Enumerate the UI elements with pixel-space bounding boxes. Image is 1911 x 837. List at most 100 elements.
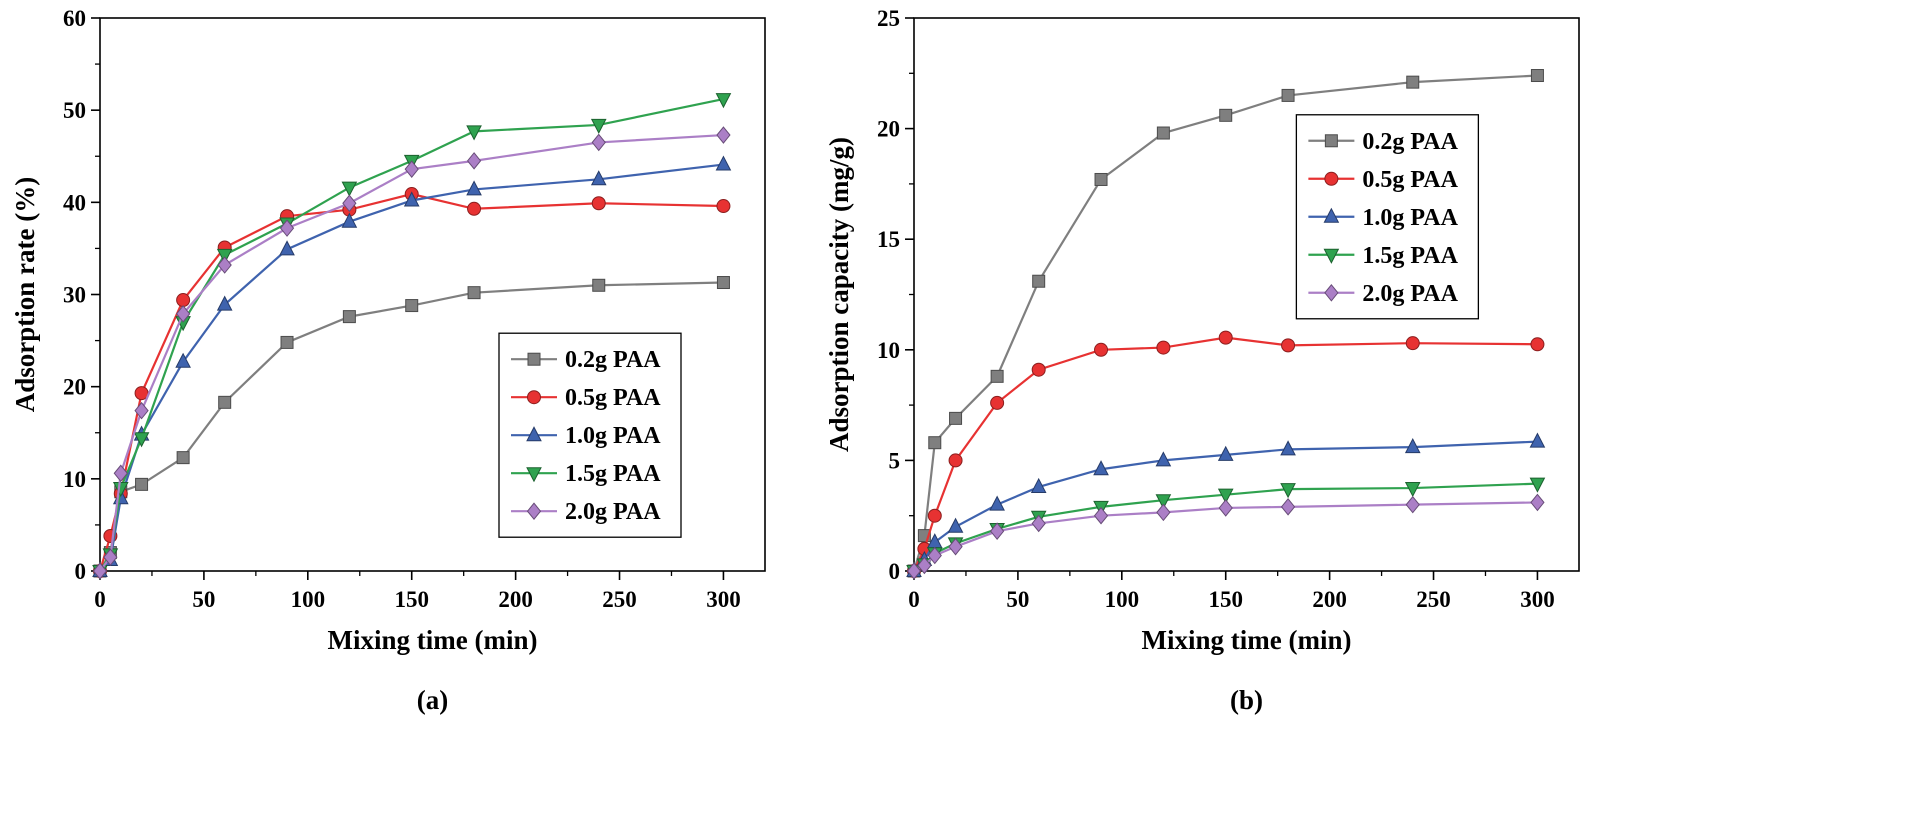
series-line [99, 133, 724, 572]
diamond-marker [917, 556, 932, 575]
triangle-up-marker [1323, 207, 1340, 223]
y-tick-label: 0 [889, 559, 901, 584]
triangle-down-marker [466, 125, 482, 141]
diamond-marker [1324, 283, 1339, 302]
legend-entry: 1.0g PAA [1308, 205, 1459, 231]
x-axis-title: Mixing time (min) [328, 625, 538, 655]
triangle-down-marker [1280, 483, 1296, 499]
x-tick-label: 150 [394, 587, 429, 612]
legend-label: 1.5g PAA [565, 461, 661, 487]
y-tick-label: 20 [63, 375, 86, 400]
circle-marker [927, 508, 942, 523]
triangle-down-marker [1217, 488, 1234, 504]
x-tick-label: 200 [1312, 587, 1347, 612]
chart-caption: (b) [1230, 685, 1263, 715]
triangle-down-marker [1529, 477, 1546, 493]
legend: 0.2g PAA 0.5g PAA 1.0g PAA 1.5g PAA 2.0g PAA [1295, 114, 1480, 320]
diamond-marker [134, 401, 149, 420]
adsorption-capacity-chart: 0 50 100 150 200 250 300 0 5 10 15 20 25 Mixing time … [824, 6, 1580, 715]
y-axis: 0 5 10 15 20 25 [877, 6, 914, 584]
y-tick-label: 0 [75, 559, 87, 584]
legend-entry: 0.2g PAA [511, 347, 661, 373]
legend-label: 2.0g PAA [1362, 281, 1458, 307]
y-axis-title: Adsorption capacity (mg/g) [824, 137, 854, 452]
triangle-down-marker [715, 93, 732, 109]
diamond-marker [906, 562, 922, 580]
figure-row: 0 50 100 150 200 250 300 0 10 20 30 40 50 60 Mixing ti… [10, 4, 1608, 724]
x-tick-label: 300 [706, 587, 741, 612]
diamond-marker [591, 133, 606, 152]
diamond-marker [103, 548, 118, 566]
diamond-marker [948, 537, 963, 556]
x-tick-label: 50 [1006, 587, 1029, 612]
triangle-up-marker [1030, 477, 1047, 493]
legend-entry: 1.5g PAA [511, 461, 661, 487]
legend-label: 1.0g PAA [1362, 205, 1458, 231]
triangle-up-marker [1280, 440, 1296, 456]
diamond-marker [716, 126, 731, 144]
circle-marker [990, 395, 1005, 410]
legend-label: 1.0g PAA [565, 423, 661, 449]
x-tick-label: 50 [192, 587, 215, 612]
chart-panel-b: 0 50 100 150 200 250 300 0 5 10 15 20 25 Mixing time … [818, 4, 1608, 724]
y-tick-label: 5 [889, 448, 901, 473]
circle-marker [527, 390, 541, 405]
legend-entry: 2.0g PAA [1308, 281, 1459, 307]
triangle-up-marker [1529, 432, 1546, 448]
diamond-marker [466, 152, 482, 170]
series-line [912, 74, 1538, 572]
y-tick-label: 40 [63, 190, 86, 215]
triangle-up-marker [715, 155, 732, 171]
x-tick-label: 200 [498, 587, 533, 612]
circle-marker [1094, 342, 1109, 357]
triangle-down-marker [1323, 248, 1340, 264]
square-marker [135, 477, 149, 491]
triangle-up-marker [1404, 438, 1421, 454]
chart-caption: (a) [417, 685, 448, 715]
triangle-up-marker [1093, 460, 1109, 476]
diamond-marker [404, 160, 419, 178]
square-marker [716, 276, 730, 290]
square-marker [176, 451, 190, 465]
series-2.0g-paa [906, 493, 1545, 580]
y-tick-label: 10 [63, 467, 86, 492]
y-tick-label: 25 [877, 6, 900, 31]
x-axis-title: Mixing time (min) [1142, 625, 1352, 655]
circle-marker [1218, 330, 1233, 345]
diamond-marker [113, 464, 128, 483]
square-marker [592, 278, 606, 292]
triangle-down-marker [341, 181, 358, 197]
legend-label: 0.5g PAA [565, 385, 661, 411]
series-line [99, 98, 724, 572]
plot-frame [913, 17, 1580, 572]
circle-marker [1405, 336, 1420, 351]
y-axis-title: Adsorption rate (%) [10, 177, 40, 412]
diamond-marker [279, 219, 295, 237]
square-marker [527, 352, 541, 366]
diamond-marker [342, 194, 357, 213]
triangle-down-marker [216, 248, 233, 264]
triangle-up-marker [175, 352, 191, 368]
x-tick-label: 0 [94, 587, 106, 612]
triangle-up-marker [279, 240, 295, 256]
diamond-marker [1530, 493, 1545, 512]
triangle-up-marker [216, 295, 233, 311]
triangle-up-marker [526, 426, 542, 442]
square-marker [949, 411, 963, 425]
series-1.5g-paa [906, 477, 1546, 581]
diamond-marker [1218, 499, 1233, 517]
legend-label: 2.0g PAA [565, 499, 661, 525]
square-marker [342, 310, 356, 324]
diamond-marker [1031, 514, 1046, 533]
legend-entry: 1.5g PAA [1308, 243, 1459, 269]
legend-label: 0.5g PAA [1362, 167, 1458, 193]
circle-marker [948, 453, 963, 468]
diamond-marker [927, 546, 942, 565]
square-marker [1324, 134, 1338, 148]
diamond-marker [1156, 503, 1171, 522]
triangle-up-marker [341, 212, 358, 228]
circle-marker [1324, 171, 1339, 186]
square-marker [280, 335, 294, 349]
diamond-marker [1093, 506, 1109, 525]
legend-entry: 1.0g PAA [511, 423, 661, 449]
